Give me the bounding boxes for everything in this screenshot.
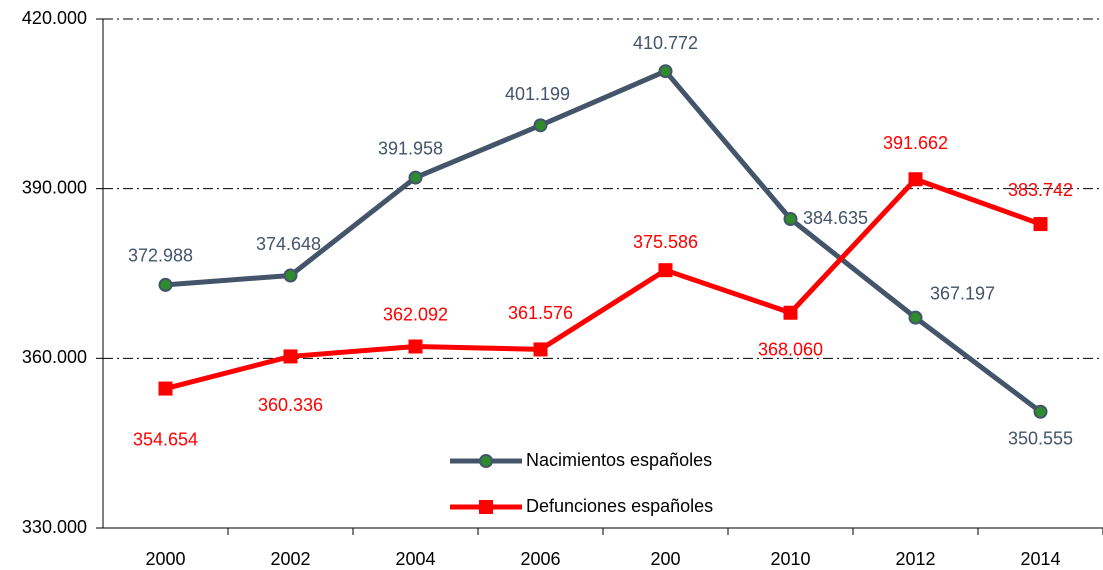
data-label: 391.662 <box>883 133 948 153</box>
data-label: 384.635 <box>803 208 868 228</box>
y-tick-label: 420.000 <box>22 8 87 28</box>
data-label: 372.988 <box>128 246 193 266</box>
point-marker <box>533 118 548 133</box>
point-marker <box>1033 217 1048 232</box>
series-line <box>165 68 1043 414</box>
data-label: 391.958 <box>378 138 443 158</box>
data-label: 374.648 <box>256 234 321 254</box>
x-tick-label: 2004 <box>395 549 435 569</box>
series-line <box>164 176 1042 391</box>
point-marker <box>658 263 673 278</box>
point-marker <box>908 172 923 187</box>
data-label: 362.092 <box>383 304 448 324</box>
y-tick-label: 390.000 <box>22 177 87 197</box>
x-tick-label: 2006 <box>520 549 560 569</box>
legend-marker <box>479 454 493 468</box>
data-label: 360.336 <box>258 395 323 415</box>
point-marker <box>283 349 298 364</box>
legend-label: Nacimientos españoles <box>526 450 712 470</box>
point-marker <box>908 310 923 325</box>
point-marker <box>1033 404 1048 419</box>
legend-marker <box>479 500 493 514</box>
point-marker <box>408 170 423 185</box>
data-label: 367.197 <box>930 283 995 303</box>
x-tick-label: 2002 <box>270 549 310 569</box>
data-label: 361.576 <box>508 303 573 323</box>
data-label: 375.586 <box>633 232 698 252</box>
data-label: 401.199 <box>505 84 570 104</box>
x-tick-label: 2012 <box>895 549 935 569</box>
data-label: 350.555 <box>1008 429 1073 449</box>
data-label: 354.654 <box>133 429 198 449</box>
x-tick-label: 2010 <box>770 549 810 569</box>
point-marker <box>783 305 798 320</box>
point-marker <box>158 381 173 396</box>
data-label: 383.742 <box>1008 180 1073 200</box>
point-marker <box>783 212 798 227</box>
point-marker <box>658 64 673 79</box>
y-tick-label: 330.000 <box>22 517 87 537</box>
point-marker <box>283 268 298 283</box>
x-tick-label: 2000 <box>145 549 185 569</box>
x-tick-label: 2014 <box>1020 549 1060 569</box>
x-tick-label: 200 <box>650 549 680 569</box>
legend-label: Defunciones españoles <box>526 496 713 516</box>
point-marker <box>158 277 173 292</box>
y-tick-label: 360.000 <box>22 347 87 367</box>
data-label: 410.772 <box>633 33 698 53</box>
point-marker <box>533 342 548 357</box>
data-label: 368.060 <box>758 339 823 359</box>
point-marker <box>408 339 423 354</box>
